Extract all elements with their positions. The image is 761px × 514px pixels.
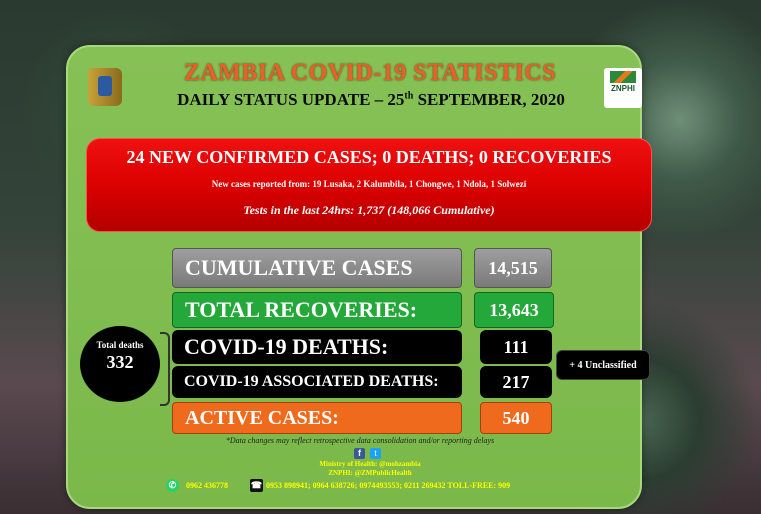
daily-tests: Tests in the last 24hrs: 1,737 (148,066 … [243, 203, 495, 217]
moh-handle: Ministry of Health: @mohzambia [319, 460, 421, 468]
whatsapp-number: 0962 436778 [186, 481, 228, 490]
associated-deaths-value: 217 [480, 366, 552, 398]
total-deaths-circle: Total deaths 332 [80, 326, 160, 402]
phone-numbers: 0953 898941; 0964 638726; 0974493553; 02… [266, 481, 511, 490]
coat-of-arms-icon [88, 68, 122, 106]
unclassified-badge: + 4 Unclassified [556, 350, 650, 380]
cumulative-cases-value: 14,515 [474, 248, 552, 288]
whatsapp-icon: ✆ [166, 479, 179, 492]
covid-deaths-label: COVID-19 DEATHS: [172, 330, 462, 364]
data-note: *Data changes may reflect retrospective … [225, 436, 495, 445]
daily-headline: 24 NEW CONFIRMED CASES; 0 DEATHS; 0 RECO… [126, 147, 612, 167]
page-title: ZAMBIA COVID-19 STATISTICS [183, 60, 557, 86]
znphi-handle: ZNPHI: @ZMPublicHealth [328, 469, 412, 477]
twitter-icon[interactable]: t [370, 448, 381, 459]
total-recoveries-value: 13,643 [474, 292, 554, 328]
total-deaths-value: 332 [106, 352, 134, 372]
page-subtitle: DAILY STATUS UPDATE – 25th SEPTEMBER, 20… [126, 90, 616, 110]
social-icons: f t [354, 448, 394, 460]
daily-highlight-banner: 24 NEW CONFIRMED CASES; 0 DEATHS; 0 RECO… [86, 138, 652, 232]
znphi-logo-text: ZNPHI [611, 84, 635, 93]
associated-deaths-label: COVID-19 ASSOCIATED DEATHS: [172, 366, 462, 398]
active-cases-value: 540 [480, 402, 552, 434]
active-cases-label: ACTIVE CASES: [172, 402, 462, 434]
contact-line: ✆ 0962 436778 ☎ 0953 898941; 0964 638726… [166, 478, 626, 494]
subtitle-text: DAILY STATUS UPDATE – 25 [177, 90, 405, 109]
phone-icon: ☎ [250, 479, 263, 492]
social-handles: Ministry of Health: @mohzambia ZNPHI: @Z… [240, 460, 500, 478]
facebook-icon[interactable]: f [354, 448, 365, 459]
znphi-mark-icon [610, 71, 636, 83]
cumulative-cases-label: CUMULATIVE CASES [172, 248, 462, 288]
covid-deaths-value: 111 [480, 330, 552, 364]
deaths-brace [160, 332, 170, 406]
total-deaths-label: Total deaths [96, 340, 144, 350]
daily-case-details: New cases reported from: 19 Lusaka, 2 Ka… [211, 179, 527, 189]
total-recoveries-label: TOTAL RECOVERIES: [172, 292, 462, 328]
subtitle-sup: th [404, 90, 414, 102]
znphi-logo: ZNPHI [604, 68, 642, 108]
subtitle-date: SEPTEMBER, 2020 [413, 90, 565, 109]
